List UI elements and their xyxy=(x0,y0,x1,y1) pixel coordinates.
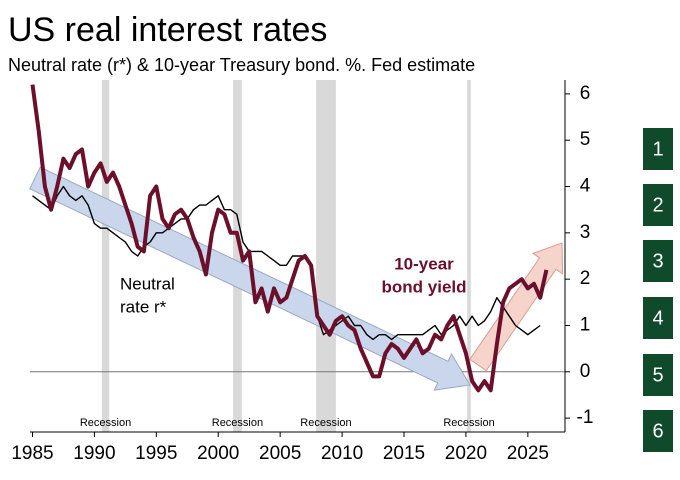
recession-band xyxy=(316,80,336,432)
step-button[interactable] xyxy=(643,410,673,452)
up-trend-arrow xyxy=(469,242,564,372)
step-button-label[interactable]: 3 xyxy=(652,250,663,272)
chart-title: US real interest rates xyxy=(8,11,327,49)
x-tick-label: 2015 xyxy=(383,443,425,464)
step-button-label[interactable]: 5 xyxy=(652,364,663,386)
foreground-layer: 1985 1990 1995 2000 2005 2010 2015 2020 2025 -1 0 1… xyxy=(11,80,593,464)
recession-band xyxy=(101,80,110,432)
x-tick-label: 2000 xyxy=(197,443,239,464)
series-label: rate r* xyxy=(120,297,167,316)
step-button[interactable] xyxy=(643,240,673,282)
recession-label: Recession xyxy=(212,417,263,429)
recession-band xyxy=(467,80,471,432)
y-tick-label: 1 xyxy=(580,314,591,335)
step-button[interactable] xyxy=(643,297,673,339)
recession-label: Recession xyxy=(443,417,494,429)
background-layer: Recession Recession Recession Recession xyxy=(30,80,565,432)
down-trend-arrow xyxy=(29,166,471,391)
y-tick-label: 5 xyxy=(580,129,591,150)
x-tick-label: 2025 xyxy=(507,443,549,464)
y-tick-label: 2 xyxy=(580,268,591,289)
trend-arrows xyxy=(29,166,564,391)
x-tick-label: 1985 xyxy=(11,443,53,464)
y-tick-label: 3 xyxy=(580,222,591,243)
recession-label: Recession xyxy=(300,417,351,429)
step-button-label[interactable]: 4 xyxy=(652,307,663,329)
recession-band xyxy=(233,80,242,432)
x-tick-label: 2005 xyxy=(259,443,301,464)
y-tick-label: 6 xyxy=(580,83,591,104)
step-button-label[interactable]: 1 xyxy=(652,138,663,160)
sidebar: 1 2 3 4 5 6 xyxy=(643,128,673,452)
step-button-label[interactable]: 2 xyxy=(652,194,663,216)
step-button-label[interactable]: 6 xyxy=(652,420,663,442)
x-tick-label: 2020 xyxy=(445,443,487,464)
x-tick-label: 1990 xyxy=(73,443,115,464)
x-tick-label: 2010 xyxy=(321,443,363,464)
series-label: Neutral xyxy=(120,274,175,293)
series-line xyxy=(30,84,549,393)
y-tick-label: 0 xyxy=(580,361,591,382)
step-button[interactable] xyxy=(643,184,673,226)
step-button[interactable] xyxy=(643,128,673,170)
chart-subtitle: Neutral rate (r*) & 10-year Treasury bon… xyxy=(8,55,475,75)
series-label: 10-year xyxy=(394,254,454,273)
step-button[interactable] xyxy=(643,354,673,396)
y-tick-label: -1 xyxy=(577,407,594,428)
y-tick-label: 4 xyxy=(580,176,591,197)
x-tick-label: 1995 xyxy=(135,443,177,464)
series-label: bond yield xyxy=(382,277,467,296)
recession-label: Recession xyxy=(80,417,131,429)
